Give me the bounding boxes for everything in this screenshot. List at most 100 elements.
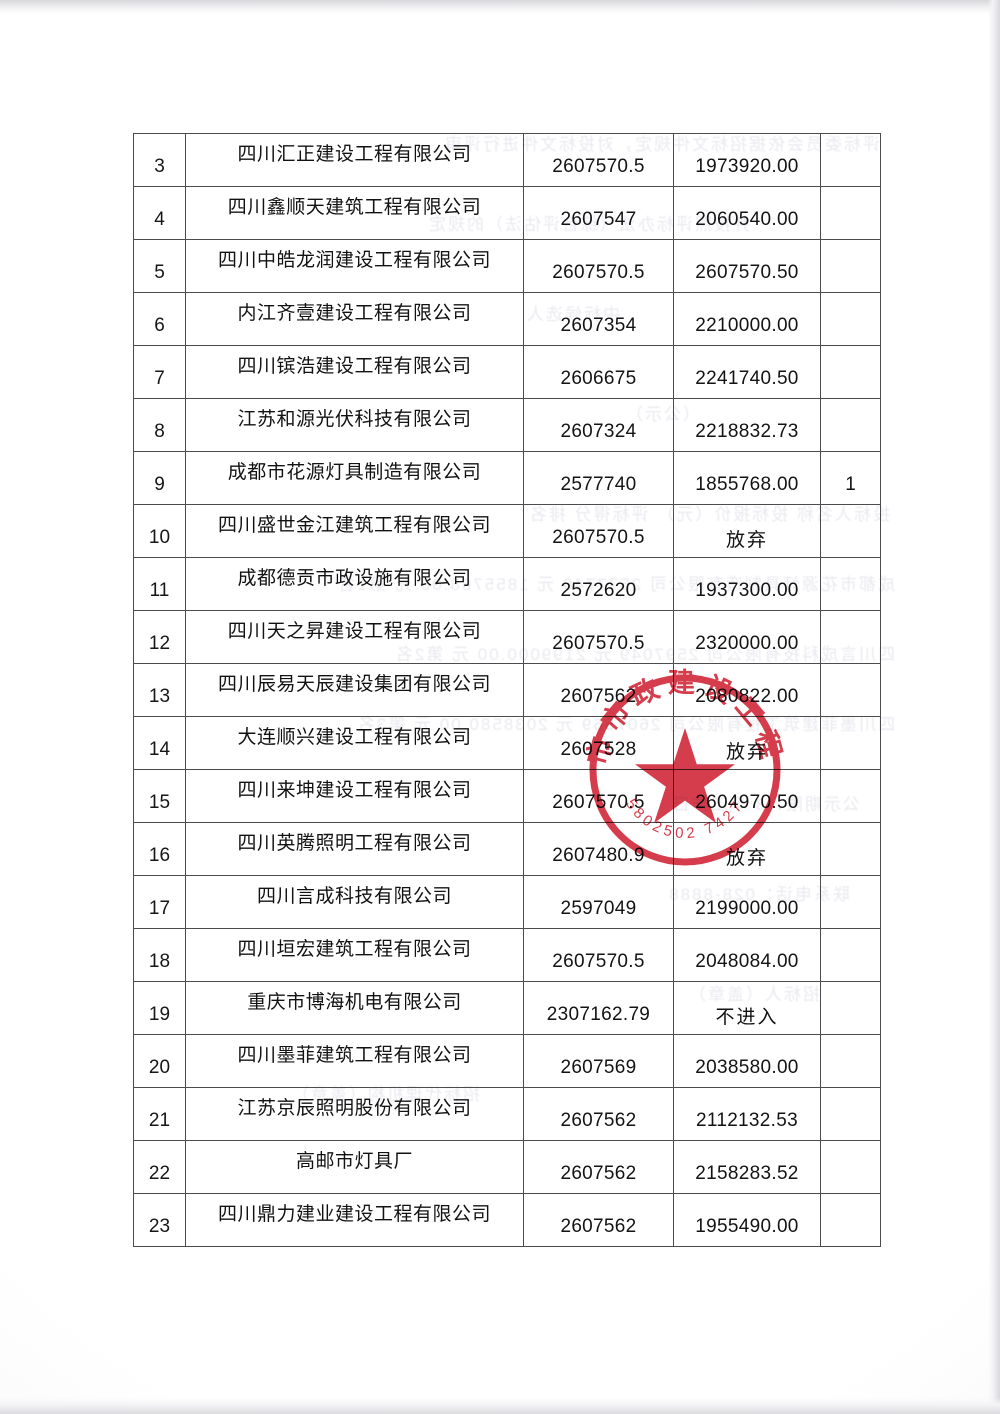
table-row: 12 四川天之昇建设工程有限公司 2607570.5 2320000.00: [133, 610, 881, 664]
cell-company-name: 江苏京辰照明股份有限公司: [185, 1087, 524, 1141]
cell-company-name: 大连顺兴建设工程有限公司: [185, 716, 524, 770]
cell-rank: [820, 292, 881, 346]
cell-bid-value: 2607570.5: [523, 504, 674, 558]
cell-bid-value: 2307162.79: [523, 981, 674, 1035]
cell-rank: [820, 1034, 881, 1088]
cell-bid-value: 2607324: [523, 398, 674, 452]
cell-quote-value: 2060540.00: [673, 186, 821, 240]
table-row: 17 四川言成科技有限公司 2597049 2199000.00: [133, 875, 881, 929]
cell-quote-value: 1955490.00: [673, 1193, 821, 1247]
cell-bid-value: 2607354: [523, 292, 674, 346]
cell-company-name: 四川垣宏建筑工程有限公司: [185, 928, 524, 982]
cell-rank: [820, 239, 881, 293]
cell-bid-value: 2607562: [523, 1087, 674, 1141]
table-row: 22 高邮市灯具厂 2607562 2158283.52: [133, 1140, 881, 1194]
cell-serial-number: 5: [133, 239, 186, 293]
cell-company-name: 高邮市灯具厂: [185, 1140, 524, 1194]
cell-serial-number: 13: [133, 663, 186, 717]
cell-bid-value: 2607570.5: [523, 239, 674, 293]
cell-serial-number: 8: [133, 398, 186, 452]
table-row: 5 四川中皓龙润建设工程有限公司 2607570.5 2607570.50: [133, 239, 881, 293]
cell-quote-value: 不进入: [673, 981, 821, 1035]
cell-rank: [820, 822, 881, 876]
cell-bid-value: 2607570.5: [523, 610, 674, 664]
table-row: 23 四川鼎力建业建设工程有限公司 2607562 1955490.00: [133, 1193, 881, 1247]
cell-quote-value: 2038580.00: [673, 1034, 821, 1088]
cell-quote-value: 2199000.00: [673, 875, 821, 929]
bid-table-container: 3 四川汇正建设工程有限公司 2607570.5 1973920.00 4 四川鑫顺天建筑…: [133, 133, 881, 1247]
cell-serial-number: 16: [133, 822, 186, 876]
cell-bid-value: 2572620: [523, 557, 674, 611]
cell-serial-number: 20: [133, 1034, 186, 1088]
cell-serial-number: 23: [133, 1193, 186, 1247]
cell-company-name: 四川言成科技有限公司: [185, 875, 524, 929]
cell-quote-value: 2604970.50: [673, 769, 821, 823]
cell-quote-value: 放弃: [673, 822, 821, 876]
cell-bid-value: 2577740: [523, 451, 674, 505]
cell-quote-value: 1973920.00: [673, 133, 821, 187]
cell-bid-value: 2607570.5: [523, 133, 674, 187]
cell-rank: [820, 345, 881, 399]
cell-company-name: 四川英腾照明工程有限公司: [185, 822, 524, 876]
cell-quote-value: 2241740.50: [673, 345, 821, 399]
cell-company-name: 重庆市博海机电有限公司: [185, 981, 524, 1035]
bid-evaluation-table: 3 四川汇正建设工程有限公司 2607570.5 1973920.00 4 四川鑫顺天建筑…: [133, 133, 881, 1247]
cell-quote-value: 放弃: [673, 504, 821, 558]
cell-serial-number: 6: [133, 292, 186, 346]
cell-quote-value: 2210000.00: [673, 292, 821, 346]
cell-rank: [820, 557, 881, 611]
cell-serial-number: 7: [133, 345, 186, 399]
cell-serial-number: 12: [133, 610, 186, 664]
cell-rank: [820, 610, 881, 664]
cell-quote-value: 2607570.50: [673, 239, 821, 293]
cell-company-name: 四川鼎力建业建设工程有限公司: [185, 1193, 524, 1247]
cell-company-name: 四川盛世金江建筑工程有限公司: [185, 504, 524, 558]
cell-rank: [820, 769, 881, 823]
cell-quote-value: 2218832.73: [673, 398, 821, 452]
cell-serial-number: 11: [133, 557, 186, 611]
cell-bid-value: 2606675: [523, 345, 674, 399]
cell-bid-value: 2607570.5: [523, 928, 674, 982]
table-row: 4 四川鑫顺天建筑工程有限公司 2607547 2060540.00: [133, 186, 881, 240]
scan-edge-bottom: [0, 1398, 1000, 1414]
table-row: 3 四川汇正建设工程有限公司 2607570.5 1973920.00: [133, 133, 881, 187]
cell-company-name: 四川墨菲建筑工程有限公司: [185, 1034, 524, 1088]
cell-serial-number: 21: [133, 1087, 186, 1141]
cell-bid-value: 2607547: [523, 186, 674, 240]
table-row: 14 大连顺兴建设工程有限公司 2607528 放弃: [133, 716, 881, 770]
cell-quote-value: 2048084.00: [673, 928, 821, 982]
cell-serial-number: 17: [133, 875, 186, 929]
table-row: 16 四川英腾照明工程有限公司 2607480.9 放弃: [133, 822, 881, 876]
cell-serial-number: 4: [133, 186, 186, 240]
cell-rank: [820, 186, 881, 240]
cell-company-name: 四川中皓龙润建设工程有限公司: [185, 239, 524, 293]
cell-company-name: 四川汇正建设工程有限公司: [185, 133, 524, 187]
cell-serial-number: 9: [133, 451, 186, 505]
cell-bid-value: 2607480.9: [523, 822, 674, 876]
cell-rank: [820, 716, 881, 770]
table-row: 13 四川辰易天辰建设集团有限公司 2607562 2080822.00: [133, 663, 881, 717]
cell-company-name: 内江齐壹建设工程有限公司: [185, 292, 524, 346]
cell-bid-value: 2607562: [523, 1140, 674, 1194]
cell-bid-value: 2597049: [523, 875, 674, 929]
cell-company-name: 江苏和源光伏科技有限公司: [185, 398, 524, 452]
cell-serial-number: 19: [133, 981, 186, 1035]
cell-quote-value: 放弃: [673, 716, 821, 770]
cell-quote-value: 1855768.00: [673, 451, 821, 505]
cell-rank: [820, 133, 881, 187]
cell-company-name: 四川鑫顺天建筑工程有限公司: [185, 186, 524, 240]
cell-serial-number: 15: [133, 769, 186, 823]
cell-serial-number: 10: [133, 504, 186, 558]
scan-edge-right: [988, 0, 1000, 1414]
cell-quote-value: 2158283.52: [673, 1140, 821, 1194]
cell-bid-value: 2607528: [523, 716, 674, 770]
table-row: 15 四川来坤建设工程有限公司 2607570.5 2604970.50: [133, 769, 881, 823]
scan-edge-top: [0, 0, 1000, 14]
cell-serial-number: 22: [133, 1140, 186, 1194]
cell-company-name: 成都市花源灯具制造有限公司: [185, 451, 524, 505]
cell-quote-value: 1937300.00: [673, 557, 821, 611]
cell-serial-number: 3: [133, 133, 186, 187]
cell-bid-value: 2607562: [523, 663, 674, 717]
cell-quote-value: 2320000.00: [673, 610, 821, 664]
